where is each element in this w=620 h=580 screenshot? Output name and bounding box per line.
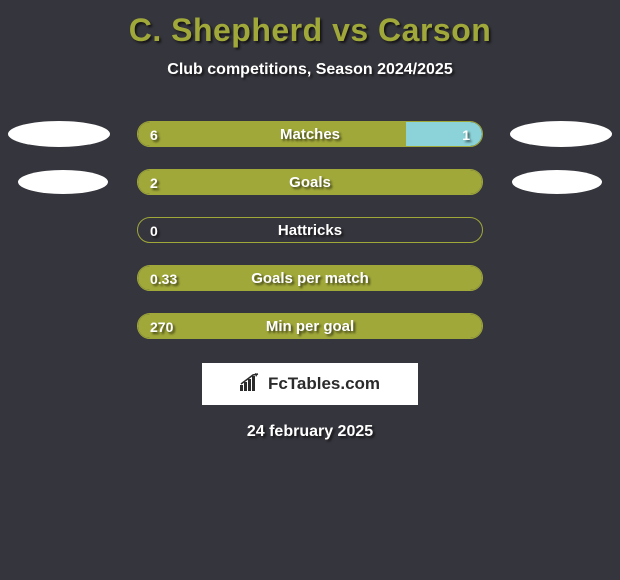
stat-bar-left: [138, 122, 406, 146]
stat-bar-left: [138, 266, 482, 290]
brand-box: FcTables.com: [202, 363, 418, 405]
stat-bar-track: 270Min per goal: [137, 313, 483, 339]
stat-value-right: 1: [462, 122, 470, 147]
stat-row: 0.33Goals per match: [0, 265, 620, 291]
stat-value-left: 6: [150, 122, 158, 147]
stat-bar-track: 0Hattricks: [137, 217, 483, 243]
brand-text: FcTables.com: [268, 374, 380, 394]
stat-bar-track: 2Goals: [137, 169, 483, 195]
stat-row: 2Goals: [0, 169, 620, 195]
stat-row: 0Hattricks: [0, 217, 620, 243]
stat-bar-track: 61Matches: [137, 121, 483, 147]
stat-bar-track: 0.33Goals per match: [137, 265, 483, 291]
player-badge-right: [510, 121, 612, 147]
stat-row: 270Min per goal: [0, 313, 620, 339]
subtitle: Club competitions, Season 2024/2025: [0, 61, 620, 79]
stat-label: Hattricks: [138, 218, 482, 243]
stat-value-left: 0.33: [150, 266, 177, 291]
player-badge-left: [8, 121, 110, 147]
page-title: C. Shepherd vs Carson: [0, 0, 620, 49]
stat-bar-right: [406, 122, 482, 146]
date-line: 24 february 2025: [0, 423, 620, 441]
stat-value-left: 270: [150, 314, 173, 339]
stat-bar-left: [138, 314, 482, 338]
stat-row: 61Matches: [0, 121, 620, 147]
stat-bar-left: [138, 170, 482, 194]
chart-icon: [240, 373, 262, 396]
stats-container: 61Matches2Goals0Hattricks0.33Goals per m…: [0, 121, 620, 339]
stat-value-left: 0: [150, 218, 158, 243]
player-badge-left: [18, 170, 108, 194]
player-badge-right: [512, 170, 602, 194]
stat-value-left: 2: [150, 170, 158, 195]
